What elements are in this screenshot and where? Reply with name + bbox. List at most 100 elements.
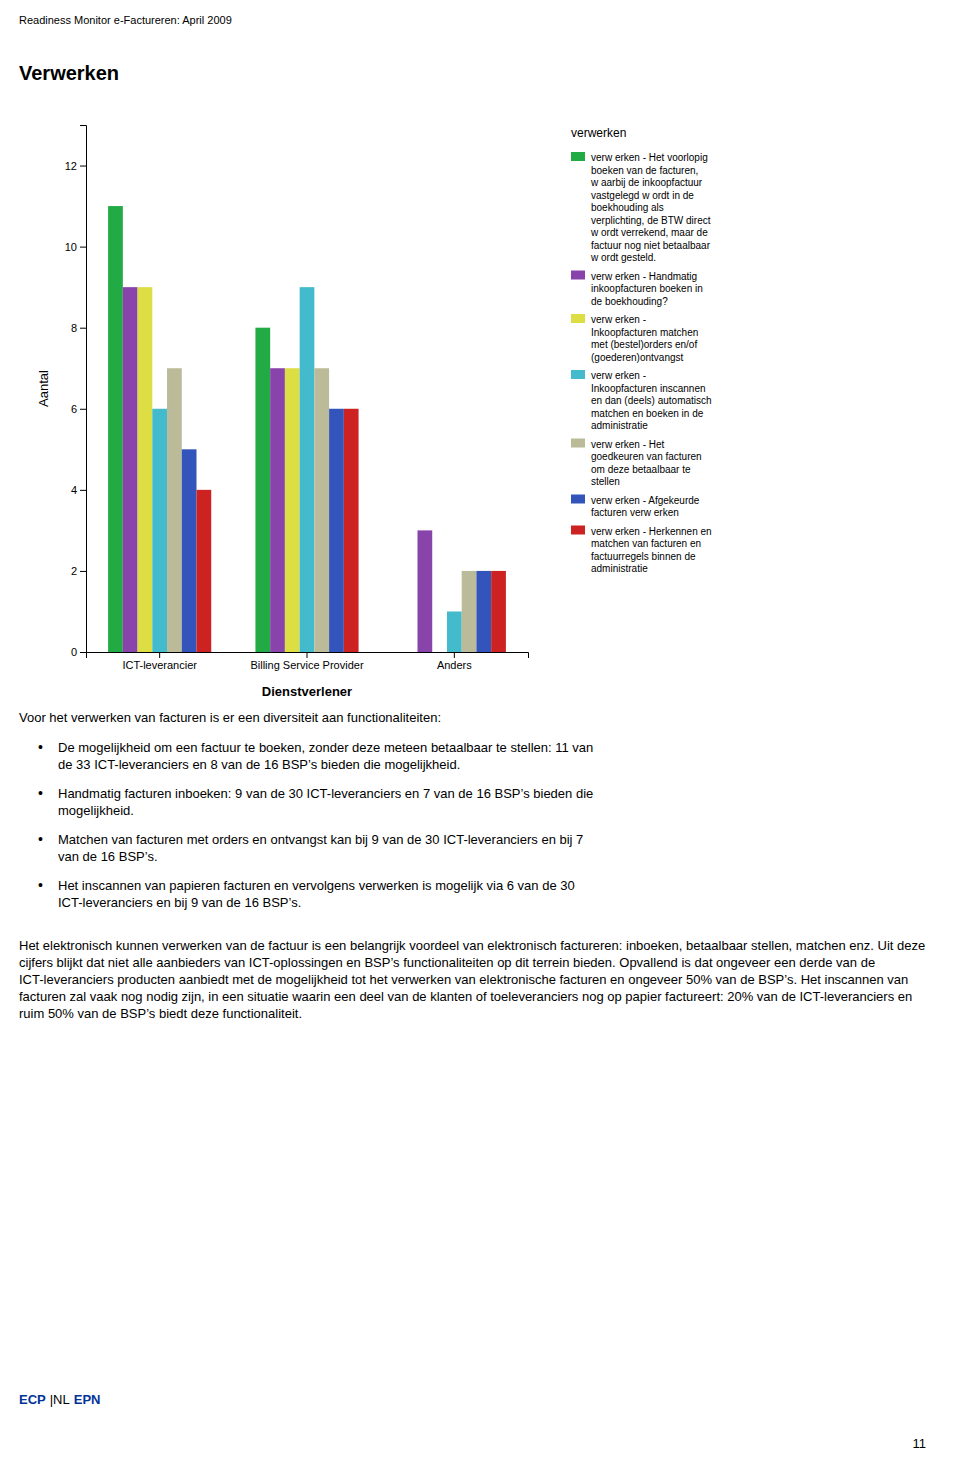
y-tick: 4 [71, 484, 86, 496]
y-tick-mark [80, 652, 86, 653]
legend-item: verw erken - Afgekeurdefacturen verw erk… [571, 495, 700, 519]
bar [447, 611, 462, 652]
body-text: cijfers blijkt dat niet alle aanbieders … [19, 955, 875, 970]
y-tick-label: 12 [65, 160, 77, 172]
x-tick: Billing Service Provider [250, 652, 363, 671]
legend-swatch [571, 495, 585, 504]
body-paragraph: Het elektronisch kunnen verwerken van de… [19, 938, 925, 1021]
bar [138, 287, 153, 652]
legend-label: Inkoopfacturen matchen [591, 327, 698, 338]
legend-label: vastgelegd w ordt in de [591, 190, 694, 201]
legend-swatch [571, 370, 585, 379]
legend-label: factuur nog niet betaalbaar [591, 240, 711, 251]
legend-label: facturen verw erken [591, 507, 679, 518]
bar [403, 652, 418, 653]
bar-series [123, 287, 432, 652]
legend-label: de boekhouding? [591, 296, 668, 307]
bar-series [108, 206, 270, 652]
legend-label: met (bestel)orders en/of [591, 339, 697, 350]
body-text: facturen zal vaak nog nodig zijn, in een… [19, 989, 912, 1004]
bullet-text: van de 16 BSP’s. [58, 849, 158, 864]
legend-swatch [571, 314, 585, 323]
legend-swatch [571, 152, 585, 161]
y-tick-mark [80, 409, 86, 410]
legend: verwerkenverw erken - Het voorlopigboeke… [571, 126, 712, 574]
bar [255, 328, 270, 652]
bar [108, 206, 123, 652]
legend-item: verw erken - Handmatiginkoopfacturen boe… [571, 271, 703, 307]
legend-label: matchen en boeken in de [591, 408, 704, 419]
bullet-symbol: • [38, 831, 43, 847]
legend-label: boekhouding als [591, 202, 664, 213]
bar [329, 409, 344, 652]
x-axis-line [87, 653, 529, 659]
y-tick: 8 [71, 322, 86, 334]
bar [270, 368, 285, 652]
x-tick-mark [159, 652, 160, 658]
y-tick-label: 2 [71, 565, 77, 577]
y-tick: 0 [71, 646, 86, 658]
x-tick: ICT-leverancier [122, 652, 197, 671]
x-axis: ICT-leverancier Billing Service Provider A… [87, 652, 529, 671]
bullet-symbol: • [38, 785, 43, 801]
legend-label: goedkeuren van facturen [591, 451, 702, 462]
y-tick-mark [80, 166, 86, 167]
legend-swatch [571, 271, 585, 280]
legend-label: w aarbij de inkoopfactuur [590, 177, 703, 188]
legend-swatch [571, 439, 585, 448]
bar-series [197, 409, 506, 652]
legend-label: w ordt gesteld. [590, 252, 656, 263]
bar [182, 449, 197, 652]
legend-label: verw erken - [591, 314, 646, 325]
bars [108, 206, 506, 652]
legend-label: verw erken - Het [591, 439, 665, 450]
x-axis-title: Dienstverlener [262, 684, 352, 699]
y-tick-label: 10 [65, 241, 77, 253]
bar [167, 368, 182, 652]
y-tick-mark [80, 247, 86, 248]
bullet-text: de 33 ICT-leveranciers en 8 van de 16 BS… [58, 757, 460, 772]
logos: ECP|NLEPN [19, 1392, 100, 1407]
bar-series [152, 287, 461, 652]
chart-title: Verwerken [19, 62, 119, 84]
bar [123, 287, 138, 652]
bullet-text: mogelijkheid. [58, 803, 134, 818]
bullet-text: Het inscannen van papieren facturen en v… [58, 878, 575, 893]
logo-text: EPN [74, 1392, 101, 1407]
y-tick-label: 4 [71, 484, 77, 496]
page: Readiness Monitor e-Factureren: April 20… [0, 0, 960, 1466]
legend-label: verw erken - Herkennen en [591, 526, 712, 537]
x-tick-mark [454, 652, 455, 658]
bar [491, 571, 506, 652]
body-text: Het elektronisch kunnen verwerken van de… [19, 938, 925, 953]
y-tick: 2 [71, 565, 86, 577]
legend-label: verw erken - Handmatig [591, 271, 697, 282]
legend-label: verw erken - Het voorlopig [591, 152, 708, 163]
legend-item: verw erken - Herkennen enmatchen van fac… [571, 526, 712, 575]
y-tick: 10 [65, 241, 86, 253]
body-text: ruim 50% van de BSP’s biedt deze functio… [19, 1006, 302, 1021]
bullet-item: •Matchen van facturen met orders en ontv… [38, 831, 583, 864]
bar-series [182, 409, 491, 652]
bullet-text: ICT-leveranciers en bij 9 van de 16 BSP’… [58, 895, 301, 910]
x-tick-label: Billing Service Provider [250, 659, 363, 671]
legend-label: factuurregels binnen de [591, 551, 696, 562]
bar-series [167, 368, 476, 652]
logo-text: ECP [19, 1392, 46, 1407]
y-tick-mark [80, 571, 86, 572]
bullet-item: •Handmatig facturen inboeken: 9 van de 3… [38, 785, 593, 818]
legend-item: verw erken - Inkoopfacturen matchenmet (b… [571, 314, 698, 363]
x-tick: Anders [437, 652, 472, 671]
bar [300, 287, 315, 652]
legend-item: verw erken -Inkoopfacturen inscannenen d… [571, 370, 712, 431]
body-text: ICT-leveranciers producten aanbiedt met … [19, 972, 908, 987]
legend-label: Inkoopfacturen inscannen [591, 383, 706, 394]
intro-text: Voor het verwerken van facturen is er ee… [19, 710, 441, 725]
legend-label: (goederen)ontvangst [591, 352, 684, 363]
y-tick-mark [80, 328, 86, 329]
bullet-item: •Het inscannen van papieren facturen en … [38, 877, 575, 910]
legend-label: administratie [591, 563, 648, 574]
legend-label: verw erken - Afgekeurde [591, 495, 700, 506]
y-axis-line [80, 126, 87, 653]
legend-swatch [571, 526, 585, 535]
